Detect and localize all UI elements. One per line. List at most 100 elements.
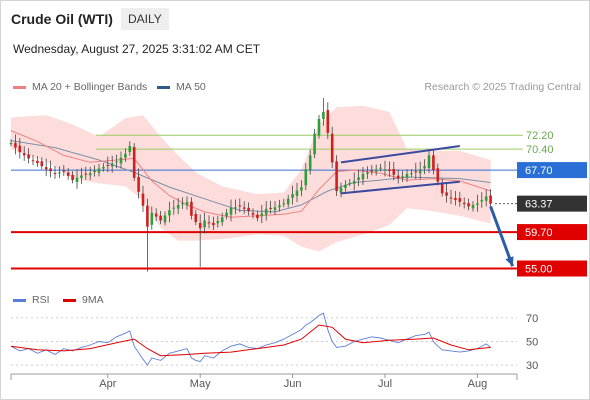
candle-body <box>484 196 488 201</box>
level-tag-text-59.70: 59.70 <box>525 227 553 239</box>
candle-body <box>392 168 396 175</box>
candle-body <box>247 207 250 212</box>
x-tick-label-apr: Apr <box>99 378 116 390</box>
candle-body <box>132 146 136 178</box>
candle-body <box>432 155 435 171</box>
candle-body <box>471 204 475 209</box>
candle-body <box>172 207 176 209</box>
candle-body <box>440 182 444 194</box>
candle-body <box>339 187 343 193</box>
candle-body <box>273 207 277 210</box>
candle-body <box>357 177 360 180</box>
candle-body <box>97 168 101 173</box>
candle-body <box>141 193 145 206</box>
x-tick-label-jul: Jul <box>378 378 392 390</box>
candle-body <box>300 187 303 191</box>
x-tick-label-aug: Aug <box>468 378 488 390</box>
candle-body <box>154 213 158 217</box>
level-tag-text-55.00: 55.00 <box>525 264 553 276</box>
candle-body <box>198 222 202 229</box>
candle-body <box>80 175 83 178</box>
candle-body <box>53 173 57 175</box>
candle-body <box>396 175 400 179</box>
candle-body <box>352 180 356 184</box>
candle-body <box>163 215 167 223</box>
chart-title: Crude Oil (WTI) <box>11 11 113 27</box>
candle-body <box>234 207 237 209</box>
level-tag-text-63.37: 63.37 <box>525 199 553 211</box>
candle-body <box>256 214 259 219</box>
candle-body <box>414 171 418 173</box>
legend-ma50: MA 50 <box>157 81 206 93</box>
candle-body <box>427 155 431 169</box>
candle-body <box>176 204 180 209</box>
candle-body <box>467 203 470 207</box>
candle-body <box>159 215 162 221</box>
level-tag-59.70 <box>517 224 587 241</box>
candle-body <box>242 207 246 209</box>
candle-body <box>124 153 127 158</box>
candle-body <box>295 190 299 196</box>
legend-ma50-label: MA 50 <box>176 81 206 93</box>
candle-body <box>185 201 189 206</box>
candle-body <box>449 197 453 199</box>
rsi-9ma-line <box>10 324 491 357</box>
candle-body <box>119 157 123 164</box>
candle-body <box>9 142 13 144</box>
candle-body <box>251 213 255 215</box>
candle-body <box>181 203 184 205</box>
candle-body <box>22 153 26 156</box>
candle-body <box>322 111 325 119</box>
candle-body <box>264 208 268 215</box>
candle-body <box>361 173 365 180</box>
candle-body <box>31 160 35 162</box>
candle-body <box>66 172 70 176</box>
rsi-tick-label: 50 <box>526 337 538 349</box>
candle-body <box>423 166 426 169</box>
forecast-arrow-head <box>505 256 514 267</box>
candle-body <box>58 172 61 174</box>
level-tag-67.70 <box>517 162 587 179</box>
candle-body <box>418 169 422 174</box>
candle-body <box>93 170 96 173</box>
forecast-arrow-shaft <box>489 205 515 267</box>
candle-body <box>304 169 308 186</box>
timeframe-badge[interactable]: DAILY <box>121 8 169 30</box>
candle-body <box>44 167 48 170</box>
candle-body <box>88 173 92 176</box>
candle-body <box>14 142 17 148</box>
candle-body <box>458 198 462 202</box>
ma50-swatch <box>157 85 170 89</box>
candle-body <box>203 220 206 228</box>
x-tick-label-may: May <box>190 378 211 390</box>
candle-body <box>150 212 154 225</box>
candle-body <box>36 160 39 164</box>
candle-body <box>480 199 484 202</box>
candle-body <box>462 202 466 205</box>
candle-body <box>282 203 286 205</box>
candle-body <box>489 195 492 204</box>
trendline <box>340 180 460 195</box>
research-credit: Research © 2025 Trading Central <box>424 81 581 93</box>
candle-body <box>269 207 272 209</box>
candle-body <box>18 145 22 153</box>
candle-body <box>194 213 198 222</box>
candle-body <box>278 205 281 208</box>
ma20-swatch <box>13 85 26 89</box>
candle-body <box>128 146 132 152</box>
candle-body <box>308 155 312 171</box>
level-tag-63.37 <box>517 195 587 212</box>
level-tag-text-67.70: 67.70 <box>525 165 553 177</box>
legend-rsi: RSI <box>13 294 50 306</box>
candle-body <box>348 182 352 184</box>
legend-rsi9-label: 9MA <box>82 294 104 306</box>
candle-body <box>286 198 290 205</box>
candle-body <box>445 192 448 196</box>
candle-body <box>326 110 330 133</box>
candle-body <box>313 133 316 155</box>
bollinger-band <box>11 105 491 252</box>
level-label-72.20: 72.20 <box>526 130 554 142</box>
candle-body <box>410 173 413 175</box>
candle-body <box>225 212 228 217</box>
